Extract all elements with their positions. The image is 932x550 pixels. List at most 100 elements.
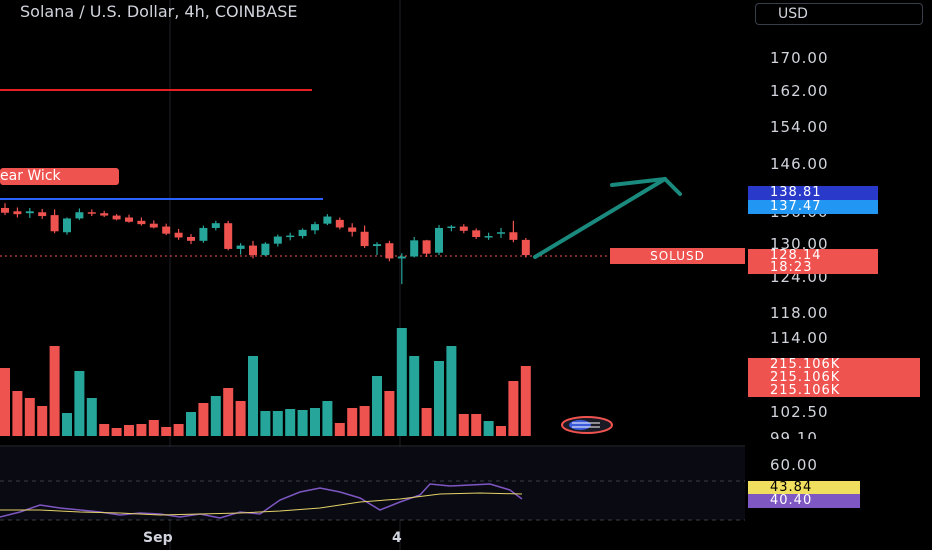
rsi-pane (0, 447, 745, 521)
chart-title: Solana / U.S. Dollar, 4h, COINBASE (20, 2, 298, 21)
volume-bar (74, 371, 85, 436)
candle (13, 207, 22, 218)
candle (1, 203, 9, 216)
volume-bar (434, 361, 444, 436)
candle (249, 240, 257, 259)
volume-bar (372, 376, 382, 436)
candle (199, 225, 208, 243)
rsi-ma-tag: 43.84 (748, 481, 860, 495)
candle (75, 208, 84, 220)
candle (410, 237, 419, 258)
volume-bar (173, 424, 184, 436)
price-tick: 146.00 (770, 155, 829, 173)
volume-bar (471, 414, 482, 436)
x-axis-label-4: 4 (392, 530, 402, 546)
volume-bar (285, 409, 296, 436)
candle (137, 217, 146, 226)
candle (25, 207, 34, 218)
candle (63, 217, 71, 235)
symbol-label[interactable]: SOLUSD (610, 248, 745, 264)
volume-bar (483, 421, 494, 436)
candle (360, 225, 369, 248)
volume-tag: 215.106K (748, 358, 920, 371)
volume-bar (334, 423, 345, 436)
price-tick: 154.00 (770, 118, 829, 136)
x-axis-label-sep: Sep (143, 530, 173, 546)
candlesticks (1, 203, 530, 285)
volume-bar (136, 424, 147, 436)
price-tag-high[interactable]: 138.81 (748, 186, 878, 200)
candle (397, 253, 406, 285)
volume-bar (161, 427, 172, 436)
candle (112, 214, 121, 221)
candle (435, 225, 443, 256)
volume-bar (124, 425, 134, 436)
volume-bar (421, 408, 432, 436)
candle (224, 220, 233, 251)
candle (298, 228, 307, 239)
price-tick: 114.00 (770, 329, 829, 347)
candle (273, 234, 282, 247)
volume-bar (186, 412, 196, 436)
rsi-tick: 60.00 (770, 456, 818, 474)
volume-tag: 215.106K (748, 371, 920, 384)
price-tag-low[interactable]: 137.47 (748, 200, 878, 214)
candle (236, 243, 245, 255)
volume-bar (12, 391, 23, 436)
volume-bar (508, 381, 519, 436)
candle (422, 239, 431, 258)
volume-bar (37, 406, 48, 436)
volume-bar (347, 408, 358, 436)
volume-bar (359, 406, 370, 436)
volume-bar (458, 414, 469, 436)
candle (50, 209, 59, 234)
volume-bar (235, 401, 246, 436)
candle (125, 214, 133, 223)
volume-bar (409, 356, 420, 436)
price-tick: 170.00 (770, 49, 829, 67)
trend-arrow[interactable] (533, 177, 682, 259)
candle (335, 217, 344, 230)
rsi-ma-line (0, 492, 523, 516)
candle (459, 224, 468, 234)
currency-selector[interactable]: USD (755, 3, 923, 25)
last-price-tag[interactable]: 128.14 (748, 249, 878, 262)
volume-tag: 215.106K (748, 384, 920, 397)
volume-bar (210, 396, 221, 436)
volume-bar (24, 398, 35, 436)
price-tick: 118.00 (770, 304, 829, 322)
price-tick: 130.00 (770, 235, 829, 253)
candle (174, 228, 183, 240)
candle (509, 220, 518, 243)
candle (385, 240, 394, 262)
volume-bar (86, 398, 97, 436)
price-chart[interactable] (0, 0, 745, 550)
candle (38, 208, 47, 219)
candle (521, 237, 530, 258)
volume-bar (310, 408, 320, 436)
volume-bar (322, 401, 333, 436)
volume-bars (0, 328, 531, 436)
volume-bar (0, 368, 10, 436)
flag-icon[interactable] (561, 416, 613, 434)
countdown-tag: 18:23 (748, 261, 878, 274)
price-tick: 99.10 (770, 429, 818, 439)
volume-bar (297, 410, 308, 436)
candle (484, 232, 493, 240)
volume-bar (49, 346, 60, 436)
price-tick: 162.00 (770, 82, 829, 100)
candle (149, 220, 158, 229)
price-tick: 102.50 (770, 403, 829, 421)
rsi-tag: 40.40 (748, 494, 860, 508)
candle (373, 242, 381, 256)
volume-bar (62, 413, 72, 436)
candle (447, 225, 456, 232)
candle (497, 227, 505, 238)
volume-bar (520, 366, 531, 436)
candle (211, 220, 220, 231)
candle (87, 209, 96, 217)
rsi-line (0, 483, 523, 519)
candle (472, 228, 481, 239)
annotation-label[interactable]: ear Wick (0, 168, 119, 185)
volume-bar (446, 346, 457, 436)
